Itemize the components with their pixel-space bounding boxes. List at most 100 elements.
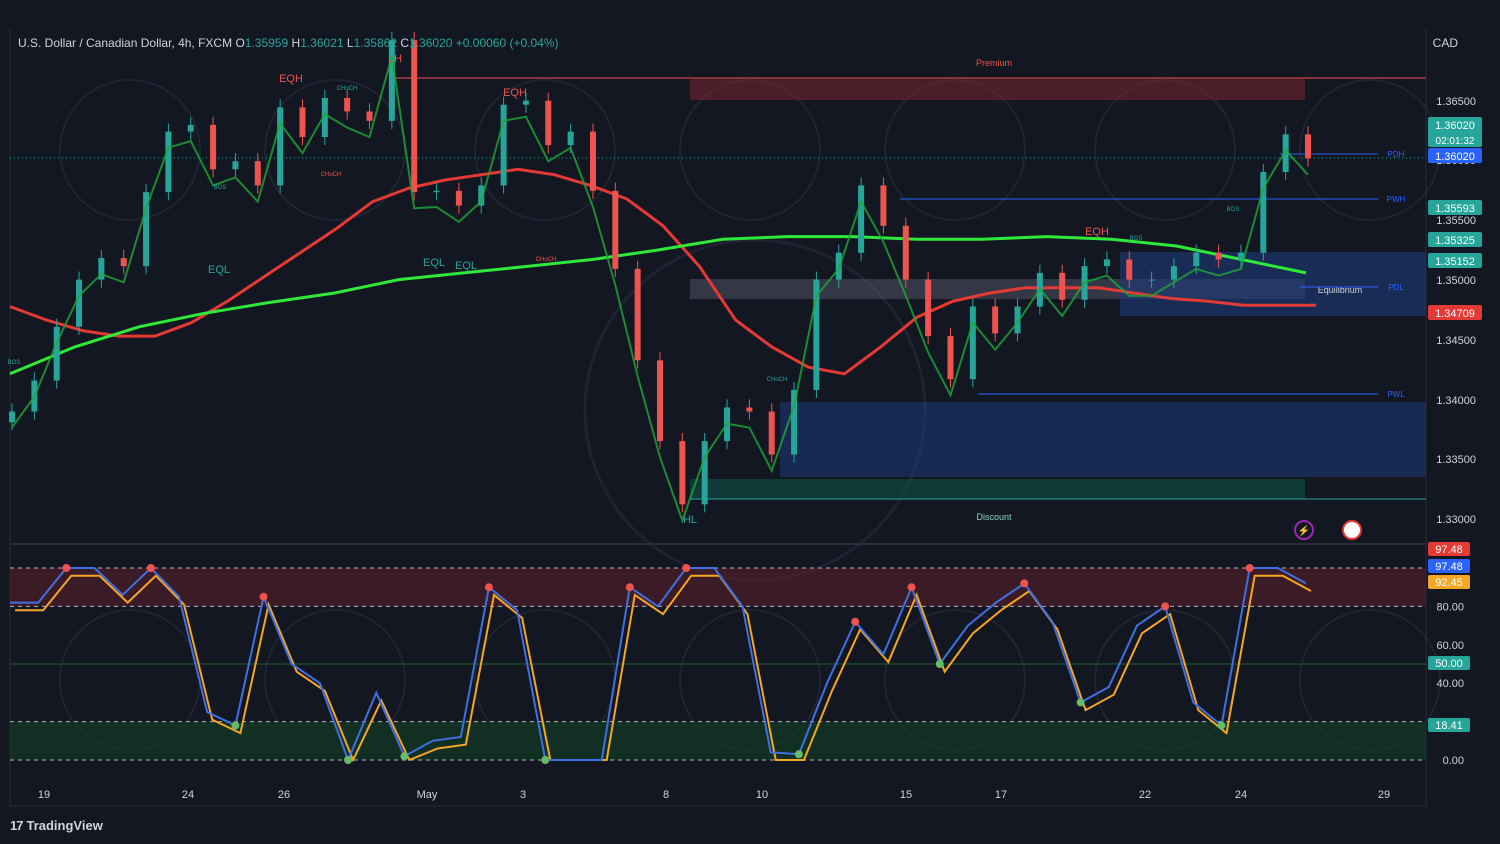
stoch-cross-down-marker <box>484 583 493 592</box>
watermark-seal-icon <box>474 79 616 221</box>
premium-label: Premium <box>976 58 1012 68</box>
low-label: L <box>346 36 354 50</box>
time-tick-label: 24 <box>182 789 194 801</box>
time-tick-label: May <box>417 789 438 801</box>
candle-body <box>657 360 663 442</box>
stoch-cross-down-marker <box>907 583 916 592</box>
candle-body <box>366 111 373 121</box>
stoch-cross-up-marker <box>400 752 409 761</box>
time-tick-label: 17 <box>995 789 1007 801</box>
symbol-header: U.S. Dollar / Canadian Dollar, 4h, FXCM … <box>18 36 559 50</box>
candle-body <box>1260 171 1267 253</box>
candle-body <box>1126 259 1133 280</box>
candle-body <box>1237 252 1244 260</box>
price-axis-badge <box>1428 232 1482 247</box>
time-tick-label: 29 <box>1378 789 1390 801</box>
watermark-seal-icon <box>59 79 201 221</box>
stoch-cross-up-marker <box>541 756 550 764</box>
candle-body <box>411 40 418 193</box>
level-label-pwl: PWL <box>1387 390 1405 399</box>
candle-body <box>902 225 909 280</box>
price-axis-badge-label: 1.35152 <box>1435 256 1475 268</box>
candle-body <box>858 185 865 253</box>
candle-body <box>455 190 462 206</box>
time-tick-label: 26 <box>278 789 290 801</box>
candle-body <box>545 100 552 146</box>
price-tick-label: 1.33500 <box>1436 454 1476 466</box>
stoch-cross-up-marker <box>231 721 240 730</box>
price-axis-badge <box>1428 305 1482 320</box>
stoch-cross-down-marker <box>625 583 634 592</box>
annotation-eql: EQL <box>423 257 445 269</box>
candle-body <box>143 192 150 267</box>
candle-body <box>98 258 105 280</box>
annotation-hl: HL <box>683 514 697 526</box>
candle-body <box>768 411 775 455</box>
candle-body <box>522 100 529 105</box>
candle-body <box>1014 306 1021 334</box>
candle-body <box>813 279 820 390</box>
candle-body <box>9 411 15 423</box>
close-label: C <box>400 36 410 50</box>
time-tick-label: 15 <box>900 789 912 801</box>
annotation-bos: BOS <box>214 185 227 191</box>
candle-body <box>589 131 596 191</box>
stoch-axis-badge-label: 18.41 <box>1435 720 1463 732</box>
annotation-choch: CHoCH <box>767 377 788 383</box>
candle-body <box>187 124 194 132</box>
stoch-cross-down-marker <box>146 564 155 572</box>
lightning-glyph: ⚡ <box>1298 524 1310 537</box>
annotation-bos: BOS <box>1227 207 1240 213</box>
annotation-eqh: EQH <box>279 73 303 85</box>
time-tick-label: 22 <box>1139 789 1151 801</box>
candle-body <box>1282 134 1289 172</box>
ema-long-line <box>9 235 1307 376</box>
price-tick-label: 1.36500 <box>1436 96 1476 108</box>
stoch-cross-up-marker <box>935 660 944 668</box>
stoch-axis-badge <box>1428 559 1470 573</box>
stoch-cross-up-marker <box>794 750 803 759</box>
candle-body <box>321 97 328 137</box>
price-axis-badge-label: 1.35325 <box>1435 235 1475 247</box>
candle-body <box>1305 134 1311 159</box>
countdown-label: 02:01:32 <box>1436 136 1475 147</box>
candle-body <box>947 336 954 380</box>
symbol-title[interactable]: U.S. Dollar / Canadian Dollar, 4h, FXCM <box>18 36 233 50</box>
candle-body <box>701 441 708 505</box>
candle-body <box>232 161 239 170</box>
stoch-cross-down-marker <box>62 564 71 572</box>
stoch-d-line <box>15 574 1312 763</box>
time-tick-label: 3 <box>520 789 526 801</box>
price-axis-badge-label: 1.34709 <box>1435 308 1475 320</box>
level-label-pwh: PWH <box>1387 195 1406 204</box>
time-tick-label: 10 <box>756 789 768 801</box>
candle-body <box>1215 252 1222 260</box>
discount-label: Discount <box>976 512 1012 522</box>
candle-body <box>299 107 306 137</box>
close-value: 1.36020 <box>409 36 453 50</box>
annotation-eql: EQL <box>455 260 477 272</box>
stoch-axis-badge-label: 92.45 <box>1435 577 1463 589</box>
stoch-axis-badge <box>1428 542 1470 556</box>
stoch-cross-down-marker <box>1020 579 1029 588</box>
candle-body <box>500 104 507 186</box>
high-label: H <box>291 36 301 50</box>
stoch-axis-badge-label: 97.48 <box>1435 561 1463 573</box>
stoch-oversold-band <box>10 721 1426 760</box>
premium-zone <box>690 79 1305 100</box>
price-tick-label: 1.35500 <box>1436 215 1476 227</box>
change-value: +0.00060 (+0.04%) <box>455 36 559 50</box>
stoch-cross-up-marker <box>344 756 353 764</box>
price-tick-label: 1.34000 <box>1436 395 1476 407</box>
stoch-tick-label: 40.00 <box>1436 678 1464 690</box>
candle-body <box>344 97 351 112</box>
candle-body <box>791 389 798 455</box>
tradingview-brand[interactable]: 17 TradingView <box>10 818 103 833</box>
candle-body <box>1103 259 1110 267</box>
price-axis-badge <box>1428 253 1482 268</box>
candle-body <box>120 258 127 267</box>
candle-body <box>1170 266 1177 280</box>
low-value: 1.35862 <box>353 36 397 50</box>
